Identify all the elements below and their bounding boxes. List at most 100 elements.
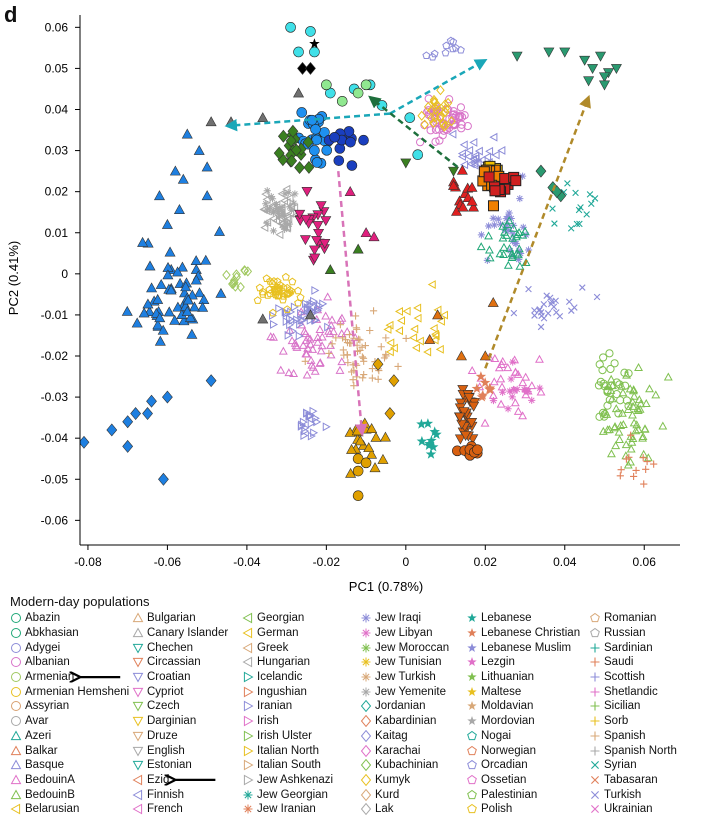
data-point [496, 220, 505, 228]
data-point [626, 444, 636, 453]
data-point [632, 466, 640, 475]
legend-item: Jew Turkish [360, 670, 466, 685]
data-point [152, 293, 164, 304]
data-point [402, 306, 411, 316]
data-point [509, 223, 519, 232]
data-point [620, 368, 629, 377]
data-point [297, 308, 306, 318]
data-point [325, 349, 333, 358]
data-point [607, 381, 616, 390]
data-point [324, 326, 334, 335]
data-point [448, 166, 460, 177]
data-point [432, 99, 442, 111]
data-point [309, 46, 320, 58]
data-point [476, 242, 486, 251]
legend-columns: Abazin Abkhasian Adygei Albanian Armenian Arm… [10, 611, 700, 817]
data-point [524, 387, 532, 396]
data-point [456, 111, 465, 120]
data-point [309, 253, 321, 264]
data-point [346, 443, 358, 454]
data-point [313, 228, 325, 239]
legend-item: Moldavian [466, 699, 589, 714]
legend-item: Georgian [242, 611, 360, 626]
legend-item: Nogai [466, 729, 589, 744]
data-point [269, 311, 278, 320]
data-point [269, 277, 278, 285]
data-point [489, 132, 498, 142]
data-point [467, 201, 479, 212]
data-point [366, 423, 378, 433]
legend-marker-icon [243, 686, 254, 698]
legend-item: Lithuanian [466, 670, 589, 685]
legend-marker-icon [243, 804, 253, 814]
data-point [311, 413, 320, 423]
legend-marker-icon [132, 687, 144, 698]
data-point [423, 107, 432, 116]
data-point [327, 315, 337, 324]
data-point [317, 341, 327, 350]
legend-item: Norwegian [466, 743, 589, 758]
legend-marker-icon [591, 761, 599, 770]
data-point [510, 309, 518, 317]
data-point [456, 419, 468, 430]
data-point [607, 394, 617, 403]
data-point [290, 143, 302, 157]
data-point [332, 334, 340, 342]
legend-marker-icon [360, 803, 372, 816]
legend-item: Kumyk [360, 773, 466, 788]
legend-item: Jew Libyan [360, 626, 466, 641]
data-point [329, 327, 338, 336]
data-point [475, 371, 487, 382]
data-point [361, 341, 369, 350]
data-point [456, 45, 465, 54]
data-point [298, 420, 307, 430]
legend-marker-icon [11, 613, 21, 624]
legend-marker-icon [590, 716, 600, 726]
data-point [281, 211, 289, 220]
data-point [232, 269, 241, 280]
data-point [296, 107, 308, 118]
data-point [501, 230, 511, 239]
data-point [514, 227, 524, 236]
data-point [551, 220, 558, 227]
data-point [181, 128, 193, 139]
data-point [629, 418, 639, 427]
data-point [474, 146, 483, 156]
legend-label: Jew Iraqi [375, 612, 422, 625]
data-point [305, 61, 316, 75]
data-point [263, 291, 272, 299]
data-point [243, 266, 253, 277]
legend-item: French [132, 802, 242, 817]
data-point [577, 204, 584, 211]
data-point [490, 221, 499, 229]
data-point [385, 347, 394, 357]
data-point [435, 344, 444, 354]
data-point [623, 460, 633, 469]
data-point [499, 249, 509, 258]
y-tick-label: 0 [61, 267, 68, 281]
legend-marker-icon [132, 803, 143, 815]
data-point [593, 293, 601, 301]
data-point [626, 431, 636, 440]
data-point [489, 185, 501, 197]
data-point [627, 431, 635, 439]
legend-item: Scottish [589, 670, 699, 685]
data-point [476, 391, 488, 402]
data-point [460, 431, 472, 442]
data-point [441, 103, 451, 114]
data-point [509, 230, 517, 238]
data-point [323, 292, 333, 301]
data-point [284, 289, 293, 297]
data-point [344, 359, 352, 367]
data-point [305, 26, 316, 37]
data-point [313, 306, 323, 315]
data-point [605, 349, 614, 358]
data-point [287, 206, 296, 214]
data-point [293, 87, 305, 98]
data-point [213, 225, 225, 236]
legend-marker-icon [590, 672, 600, 682]
data-point [427, 280, 436, 289]
data-point [231, 281, 240, 292]
data-point [460, 111, 469, 120]
data-point [611, 404, 621, 413]
